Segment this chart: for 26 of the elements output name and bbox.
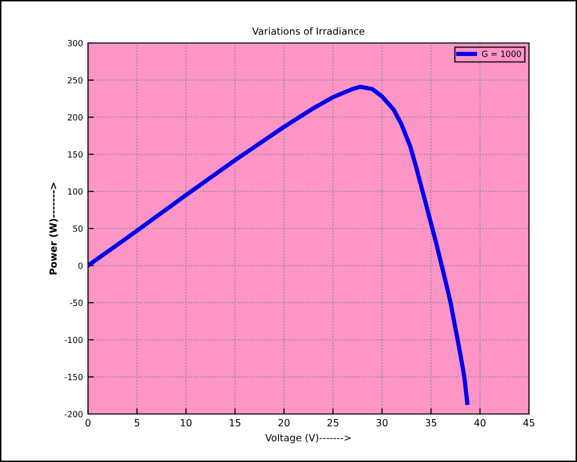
y-tick-label: 50 [73,225,83,232]
legend-label: G = 1000 [482,50,521,57]
y-tick-label: 250 [68,77,83,84]
y-axis-title: Power (W)-------> [49,182,58,274]
y-tick-label: 100 [68,188,83,195]
y-tick-label: -150 [64,374,83,380]
y-tick-label: -100 [64,336,83,344]
x-tick-label: 10 [180,419,192,426]
chart-title: Variations of Irradiance [252,27,364,35]
x-tick-label: 25 [328,419,338,426]
y-tick-label: -200 [64,410,83,418]
y-tick-label: 0 [78,262,83,269]
x-tick-label: 15 [230,419,240,426]
x-tick-label: 45 [523,419,534,426]
x-axis-title: Voltage (V)-------> [265,434,351,444]
line-series [88,84,470,405]
x-tick-label: 5 [134,419,140,426]
x-tick-label: 40 [474,419,486,426]
x-tick-label: 0 [86,419,90,426]
x-tick-label: 20 [278,419,290,426]
y-tick-label: 200 [68,114,83,120]
x-tick-label: 30 [376,419,388,426]
x-tick-label: 35 [426,419,436,426]
y-tick-label: 300 [68,40,83,46]
y-tick-label: -50 [70,300,83,306]
y-tick-label: 150 [68,151,83,158]
